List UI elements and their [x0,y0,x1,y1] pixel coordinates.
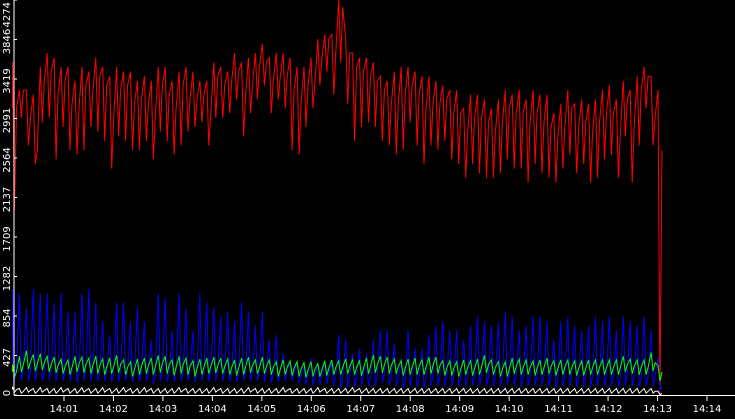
x-tick-label: 14:04 [198,404,227,415]
x-tick-label: 14:13 [643,404,672,415]
y-tick-label: 2564 [2,147,13,172]
x-tick-label: 14:10 [495,404,524,415]
x-tick-label: 14:08 [396,404,425,415]
y-tick-label: 1282 [2,266,13,291]
y-tick-label: 854 [2,308,13,327]
x-tick-label: 14:01 [50,404,79,415]
x-tick-label: 14:14 [693,404,722,415]
y-tick-label: 4274 [2,2,13,27]
x-tick-label: 14:11 [544,404,573,415]
x-tick-label: 14:05 [247,404,276,415]
x-tick-label: 14:02 [99,404,128,415]
y-tick-label: 3846 [2,29,13,54]
x-tick-label: 14:03 [148,404,177,415]
y-tick-label: 3419 [2,68,13,93]
x-tick-label: 14:12 [594,404,623,415]
x-tick-label: 14:09 [445,404,474,415]
y-tick-label: 2137 [2,187,13,212]
y-tick-label: 2991 [2,108,13,133]
x-tick-label: 14:07 [346,404,375,415]
y-tick-label: 427 [2,348,13,367]
y-tick-label: 1709 [2,226,13,251]
x-tick-label: 14:06 [297,404,326,415]
y-tick-label: 0 [2,390,13,396]
